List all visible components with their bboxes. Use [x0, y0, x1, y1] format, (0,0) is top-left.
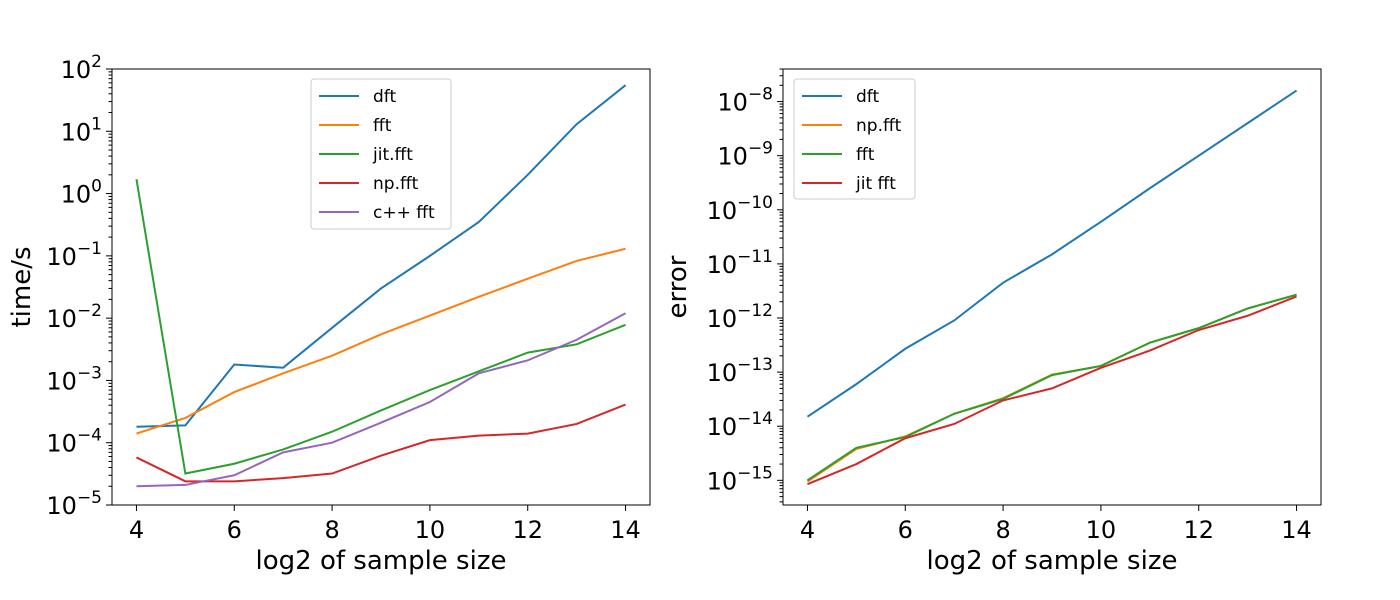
y-tick-label: 10−13: [707, 355, 773, 387]
legend-label: fft: [373, 116, 392, 136]
x-axis-label: log2 of sample size: [927, 546, 1178, 576]
y-tick-label: 102: [61, 52, 102, 84]
plot-frame: [782, 68, 1322, 506]
legend-label: jit.fft: [372, 145, 413, 165]
y-tick-label: 10−8: [717, 85, 773, 117]
y-tick-label: 10−1: [46, 239, 102, 271]
x-tick-label: 14: [1281, 516, 1312, 544]
legend-label: dft: [373, 87, 396, 107]
legend-label: jit fft: [855, 174, 896, 194]
y-tick-label: 10−12: [707, 301, 773, 333]
x-tick-label: 10: [415, 516, 446, 544]
series-line-c-fft: [136, 312, 627, 488]
legend-box: [793, 78, 916, 200]
y-tick-label: 10−5: [46, 488, 102, 520]
legend-label: fft: [856, 145, 875, 165]
series-line-fft: [806, 293, 1297, 482]
legend-label: c++ fft: [373, 203, 435, 223]
y-tick-label: 10−15: [707, 463, 773, 495]
series-line-dft: [806, 89, 1298, 418]
legend-label: np.fft: [373, 174, 419, 194]
x-axis-label: log2 of sample size: [256, 546, 507, 576]
y-tick-label: 10−11: [707, 247, 773, 279]
legend-box: [310, 78, 452, 230]
legend-label: np.fft: [856, 116, 902, 136]
legend: dft fft jit.fft np.fft c++ fft: [310, 78, 452, 230]
x-tick-label: 12: [512, 516, 543, 544]
series-line-dft: [136, 84, 627, 428]
y-tick-label: 10−9: [717, 139, 773, 171]
plot-frame: [111, 68, 651, 506]
series-line-jit-fft: [807, 295, 1297, 486]
x-tick-label: 10: [1086, 516, 1117, 544]
y-tick-label: 10−2: [46, 301, 102, 333]
y-tick-label: 100: [61, 177, 102, 209]
series-line-np-fft: [136, 403, 626, 483]
series-line-fft: [136, 247, 626, 435]
y-tick-label: 10−14: [707, 409, 773, 441]
x-tick-label: 6: [898, 516, 913, 544]
y-tick-label: 101: [61, 114, 102, 146]
y-axis-label: time/s: [7, 246, 37, 327]
error-chart: 4 6 8 10 12 14 10−15 10−14 10−13 10−12 10−11 10−10 1…: [663, 68, 1322, 576]
y-tick-label: 10−4: [46, 426, 102, 458]
time-chart: 4 6 8 10 12 14 10−5 10−4 10−3 10−2 10−1 100 101 102 lo…: [7, 52, 651, 576]
y-tick-label: 10−10: [707, 193, 773, 225]
y-axis-label: error: [663, 255, 693, 318]
y-tick-label: 10−3: [46, 363, 102, 395]
x-tick-label: 12: [1183, 516, 1214, 544]
legend: dft np.fft fft jit fft: [793, 78, 916, 200]
x-tick-label: 8: [324, 516, 339, 544]
x-tick-label: 8: [995, 516, 1010, 544]
x-tick-label: 6: [227, 516, 242, 544]
x-tick-label: 14: [610, 516, 641, 544]
legend-label: dft: [856, 87, 879, 107]
series-line-jit-fft: [135, 179, 626, 475]
x-tick-label: 4: [800, 516, 815, 544]
x-tick-label: 4: [129, 516, 144, 544]
